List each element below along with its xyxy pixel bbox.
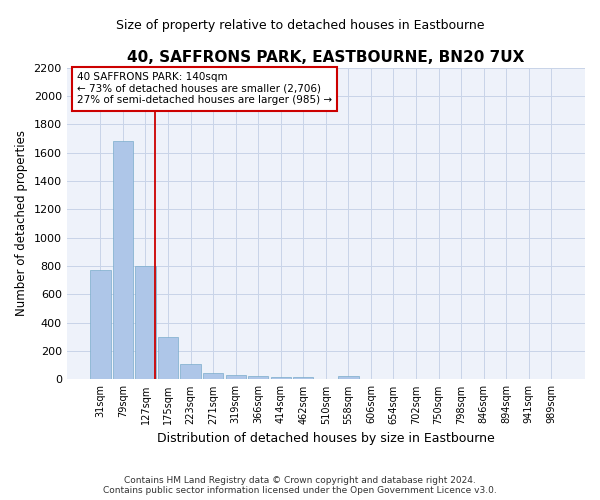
Bar: [113, 142, 133, 380]
Bar: [181, 364, 201, 380]
Bar: [158, 337, 178, 380]
Y-axis label: Number of detached properties: Number of detached properties: [15, 130, 28, 316]
Bar: [338, 376, 359, 380]
Text: 40 SAFFRONS PARK: 140sqm
← 73% of detached houses are smaller (2,706)
27% of sem: 40 SAFFRONS PARK: 140sqm ← 73% of detach…: [77, 72, 332, 106]
Bar: [136, 266, 155, 380]
Bar: [226, 375, 246, 380]
Title: 40, SAFFRONS PARK, EASTBOURNE, BN20 7UX: 40, SAFFRONS PARK, EASTBOURNE, BN20 7UX: [127, 50, 524, 65]
Bar: [203, 373, 223, 380]
X-axis label: Distribution of detached houses by size in Eastbourne: Distribution of detached houses by size …: [157, 432, 495, 445]
Bar: [248, 376, 268, 380]
Text: Size of property relative to detached houses in Eastbourne: Size of property relative to detached ho…: [116, 20, 484, 32]
Bar: [293, 376, 313, 380]
Text: Contains HM Land Registry data © Crown copyright and database right 2024.
Contai: Contains HM Land Registry data © Crown c…: [103, 476, 497, 495]
Bar: [271, 376, 291, 380]
Bar: [90, 270, 110, 380]
